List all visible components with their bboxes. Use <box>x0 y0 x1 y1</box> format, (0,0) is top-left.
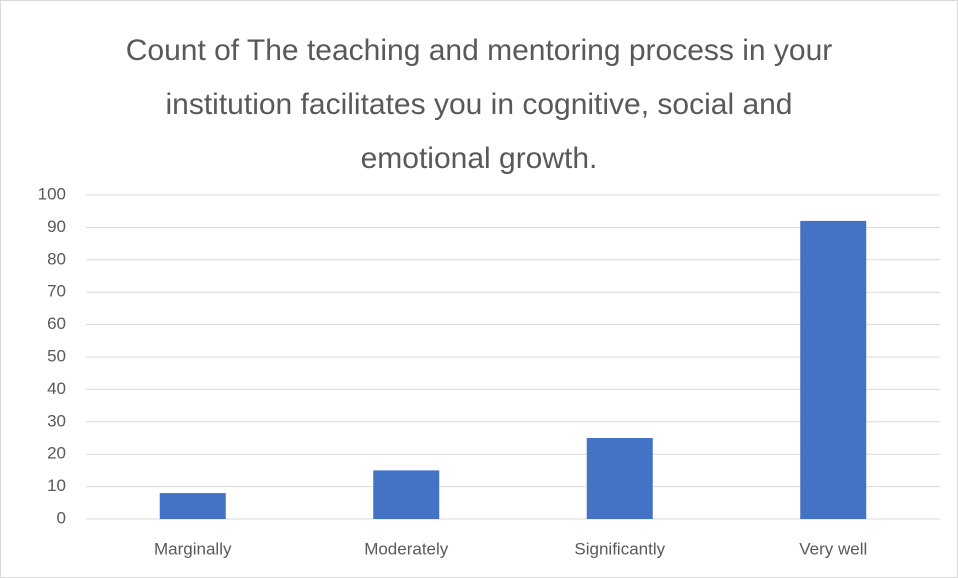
y-tick-label: 80 <box>47 249 66 268</box>
x-tick-label: Very well <box>799 539 867 558</box>
y-tick-label: 100 <box>38 184 66 203</box>
y-tick-label: 20 <box>47 444 66 463</box>
y-tick-label: 30 <box>47 411 66 430</box>
y-tick-label: 40 <box>47 379 66 398</box>
y-tick-label: 50 <box>47 346 66 365</box>
y-tick-label: 10 <box>47 476 66 495</box>
chart-title: Count of The teaching and mentoring proc… <box>125 34 833 175</box>
y-tick-label: 0 <box>57 508 66 527</box>
y-tick-label: 60 <box>47 314 66 333</box>
bar <box>373 470 440 519</box>
bar <box>159 493 226 519</box>
y-tick-label: 70 <box>47 282 66 301</box>
x-tick-label: Marginally <box>154 539 232 558</box>
y-tick-label: 90 <box>47 217 66 236</box>
bar <box>586 438 653 519</box>
x-tick-label: Significantly <box>574 539 665 558</box>
x-tick-label: Moderately <box>364 539 449 558</box>
bar <box>800 220 867 520</box>
